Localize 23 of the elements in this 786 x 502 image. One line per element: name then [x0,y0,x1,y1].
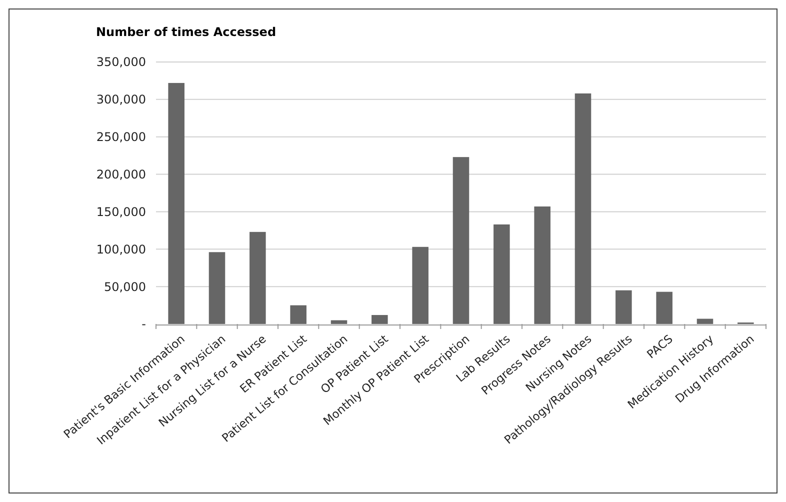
y-tick-label: - [142,317,146,332]
bar [534,206,550,324]
bar [574,93,592,324]
bar [250,232,266,324]
y-tick-label: 100,000 [96,242,146,256]
bar [372,315,388,324]
bar [452,157,470,324]
y-tick-label: 250,000 [96,130,146,144]
y-tick-label: 350,000 [96,55,146,70]
bar [208,252,226,324]
bar [696,318,714,324]
y-tick-label: 200,000 [96,167,146,182]
bar [290,305,306,324]
bar [656,292,672,324]
y-tick-label: 300,000 [96,92,146,107]
y-tick-label: 150,000 [96,204,146,219]
bar [412,246,428,324]
bar [616,290,632,324]
chart-title: Number of times Accessed [96,25,276,39]
bar [494,224,510,324]
bar [168,82,184,324]
y-tick-label: 50,000 [104,280,146,294]
bar [330,320,348,324]
